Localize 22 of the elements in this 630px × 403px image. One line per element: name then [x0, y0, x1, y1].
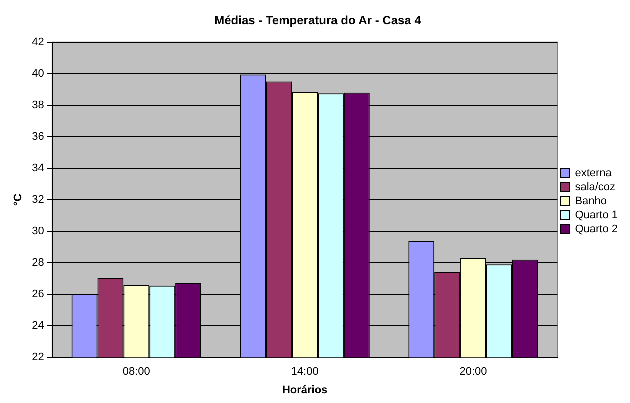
y-tick-label: 32 — [32, 194, 44, 206]
y-tick-label: 28 — [32, 257, 44, 270]
x-tick-label: 20:00 — [460, 366, 488, 378]
x-tick-label: 08:00 — [122, 366, 150, 378]
y-tick-label: 38 — [32, 99, 44, 112]
y-tick-label: 22 — [32, 352, 44, 364]
chart-title: Médias - Temperatura do Ar - Casa 4 — [214, 14, 422, 28]
legend-label: Quarto 1 — [575, 210, 618, 222]
legend-label: sala/coz — [575, 182, 616, 194]
x-axis-title: Horários — [282, 384, 328, 396]
y-tick-label: 42 — [32, 36, 44, 48]
legend-label: externa — [575, 168, 613, 180]
legend-label: Quarto 2 — [575, 224, 618, 236]
y-tick-label: 30 — [32, 226, 44, 238]
y-axis-title: °C — [12, 194, 25, 206]
y-tick-label: 26 — [32, 288, 44, 301]
y-tick-label: 34 — [32, 162, 44, 175]
y-tick-label: 24 — [32, 320, 44, 332]
x-tick-label: 14:00 — [291, 366, 319, 378]
y-tick-label: 40 — [32, 68, 44, 80]
legend-label: Banho — [575, 196, 608, 208]
y-tick-label: 36 — [32, 130, 44, 143]
